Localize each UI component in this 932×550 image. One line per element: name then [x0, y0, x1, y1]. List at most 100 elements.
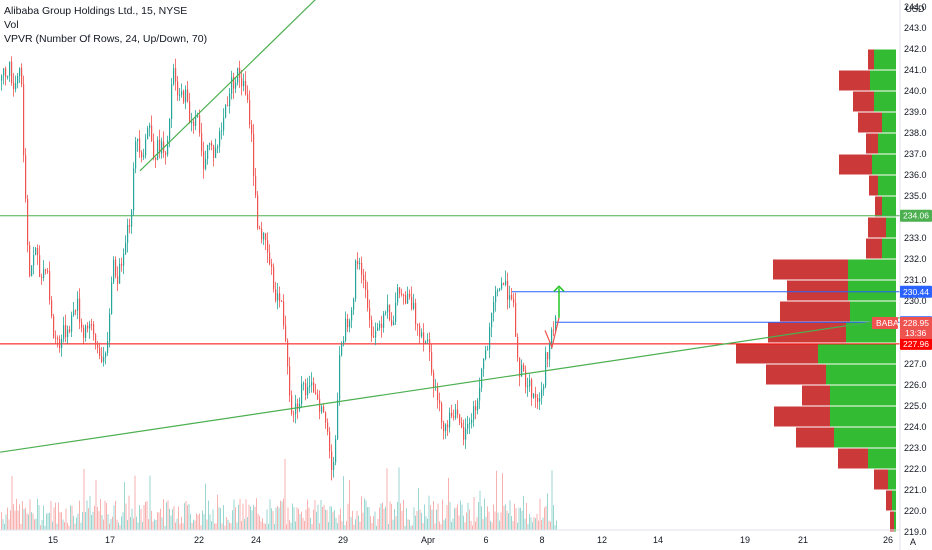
volume-bar	[89, 496, 91, 530]
volume-bar	[143, 504, 145, 530]
volume-bar	[262, 518, 263, 530]
last-price-tag-bg	[900, 317, 932, 340]
volume-bar	[62, 519, 64, 530]
candle-body	[443, 422, 445, 432]
volume-bar	[55, 502, 56, 530]
candle-body	[521, 364, 523, 377]
candle-body	[351, 309, 353, 321]
vp-up-bar	[882, 196, 896, 217]
time-tick-label: 17	[105, 535, 115, 545]
vp-up-bar	[874, 49, 896, 70]
volume-bar	[244, 519, 245, 530]
time-axis[interactable]: 15 17 22 24 29 Apr 6 8 12 14 19 21 26	[48, 535, 893, 545]
price-tag-green-bg	[900, 209, 932, 222]
price-tag-green: 234.06	[903, 211, 929, 221]
candle-body	[95, 334, 97, 345]
candle-body	[457, 409, 459, 415]
volume-bar	[35, 518, 37, 530]
candle-body	[309, 385, 311, 387]
price-tick-label: 227.0	[904, 359, 927, 369]
candle-body	[481, 368, 483, 388]
candle-body	[273, 266, 275, 290]
candle-body	[339, 355, 341, 400]
candle-body	[531, 379, 533, 398]
volume-bar	[184, 503, 185, 530]
vp-down-bar	[774, 406, 830, 427]
candle-body	[431, 352, 433, 373]
volume-legend[interactable]: Vol	[4, 19, 19, 31]
volume-bar	[311, 524, 313, 530]
price-tick-label: 232.0	[904, 254, 927, 264]
volume-bar	[94, 505, 95, 530]
volume-bar	[34, 519, 35, 530]
volume-bar	[457, 504, 458, 530]
candle-body	[361, 262, 363, 275]
candle-body	[509, 295, 511, 300]
candle-body	[103, 357, 105, 362]
candle-body	[9, 61, 11, 76]
volume-bar	[404, 525, 406, 530]
volume-bar	[482, 519, 484, 530]
volume-bar	[157, 512, 158, 530]
candle-body	[267, 240, 269, 253]
volume-bar	[112, 516, 113, 530]
candle-body	[61, 338, 63, 349]
candle-body	[111, 282, 113, 314]
vp-down-bar	[868, 49, 874, 70]
volume-bar	[307, 499, 308, 530]
time-tick-label: 6	[483, 535, 488, 545]
price-tag-level-1: 230.44	[903, 287, 929, 297]
volume-bar	[377, 519, 379, 530]
candle-body	[535, 393, 537, 398]
candle-body	[395, 302, 397, 322]
candle-body	[123, 253, 125, 266]
volume-bar	[257, 513, 259, 530]
candle-body	[89, 324, 91, 329]
candle-body	[465, 428, 467, 440]
volume-bar	[154, 519, 155, 530]
volume-bar	[289, 520, 290, 530]
currency-label: USD	[905, 4, 925, 14]
volume-bar	[370, 516, 371, 530]
candle-body	[299, 404, 301, 410]
candle-body	[409, 293, 411, 297]
price-tick-label: 220.0	[904, 506, 927, 516]
candle-body	[117, 276, 119, 284]
candle-body	[335, 439, 337, 463]
candle-body	[251, 124, 253, 134]
volume-bar	[119, 525, 121, 530]
candle-body	[53, 315, 55, 338]
candle-body	[479, 387, 481, 401]
vpvr-legend[interactable]: VPVR (Number Of Rows, 24, Up/Down, 70)	[4, 33, 208, 45]
volume-bar	[253, 505, 254, 530]
candle-body	[75, 310, 77, 312]
price-tick-label: 240.0	[904, 86, 927, 96]
volume-bar	[532, 522, 533, 530]
price-axis[interactable]: 219.0 220.0 221.0 222.0 223.0 224.0 225.0 226.0…	[904, 2, 927, 537]
volume-bar	[526, 503, 527, 530]
volume-bar	[254, 506, 256, 530]
volume-bar	[103, 519, 104, 530]
volume-bar	[80, 522, 82, 530]
candle-body	[211, 143, 213, 146]
candle-body	[221, 130, 223, 132]
volume-bar	[161, 517, 163, 530]
volume-bar	[316, 511, 317, 530]
auto-scale-button[interactable]: A	[910, 537, 916, 547]
vp-down-bar	[773, 259, 848, 280]
candle-body	[113, 259, 115, 283]
vp-down-bar	[866, 133, 878, 154]
volume-bar	[358, 515, 359, 530]
candle-body	[341, 344, 343, 356]
candle-body	[279, 293, 281, 301]
volume-bar	[238, 504, 239, 530]
vp-down-bar	[875, 196, 882, 217]
symbol-title[interactable]: Alibaba Group Holdings Ltd., 15, NYSE	[4, 5, 188, 17]
candle-body	[259, 228, 261, 230]
price-tag-red: 227.96	[903, 339, 929, 349]
candle-body	[555, 317, 557, 330]
volume-bar	[428, 495, 430, 530]
candle-body	[215, 148, 217, 158]
time-tick-label: 8	[539, 535, 544, 545]
